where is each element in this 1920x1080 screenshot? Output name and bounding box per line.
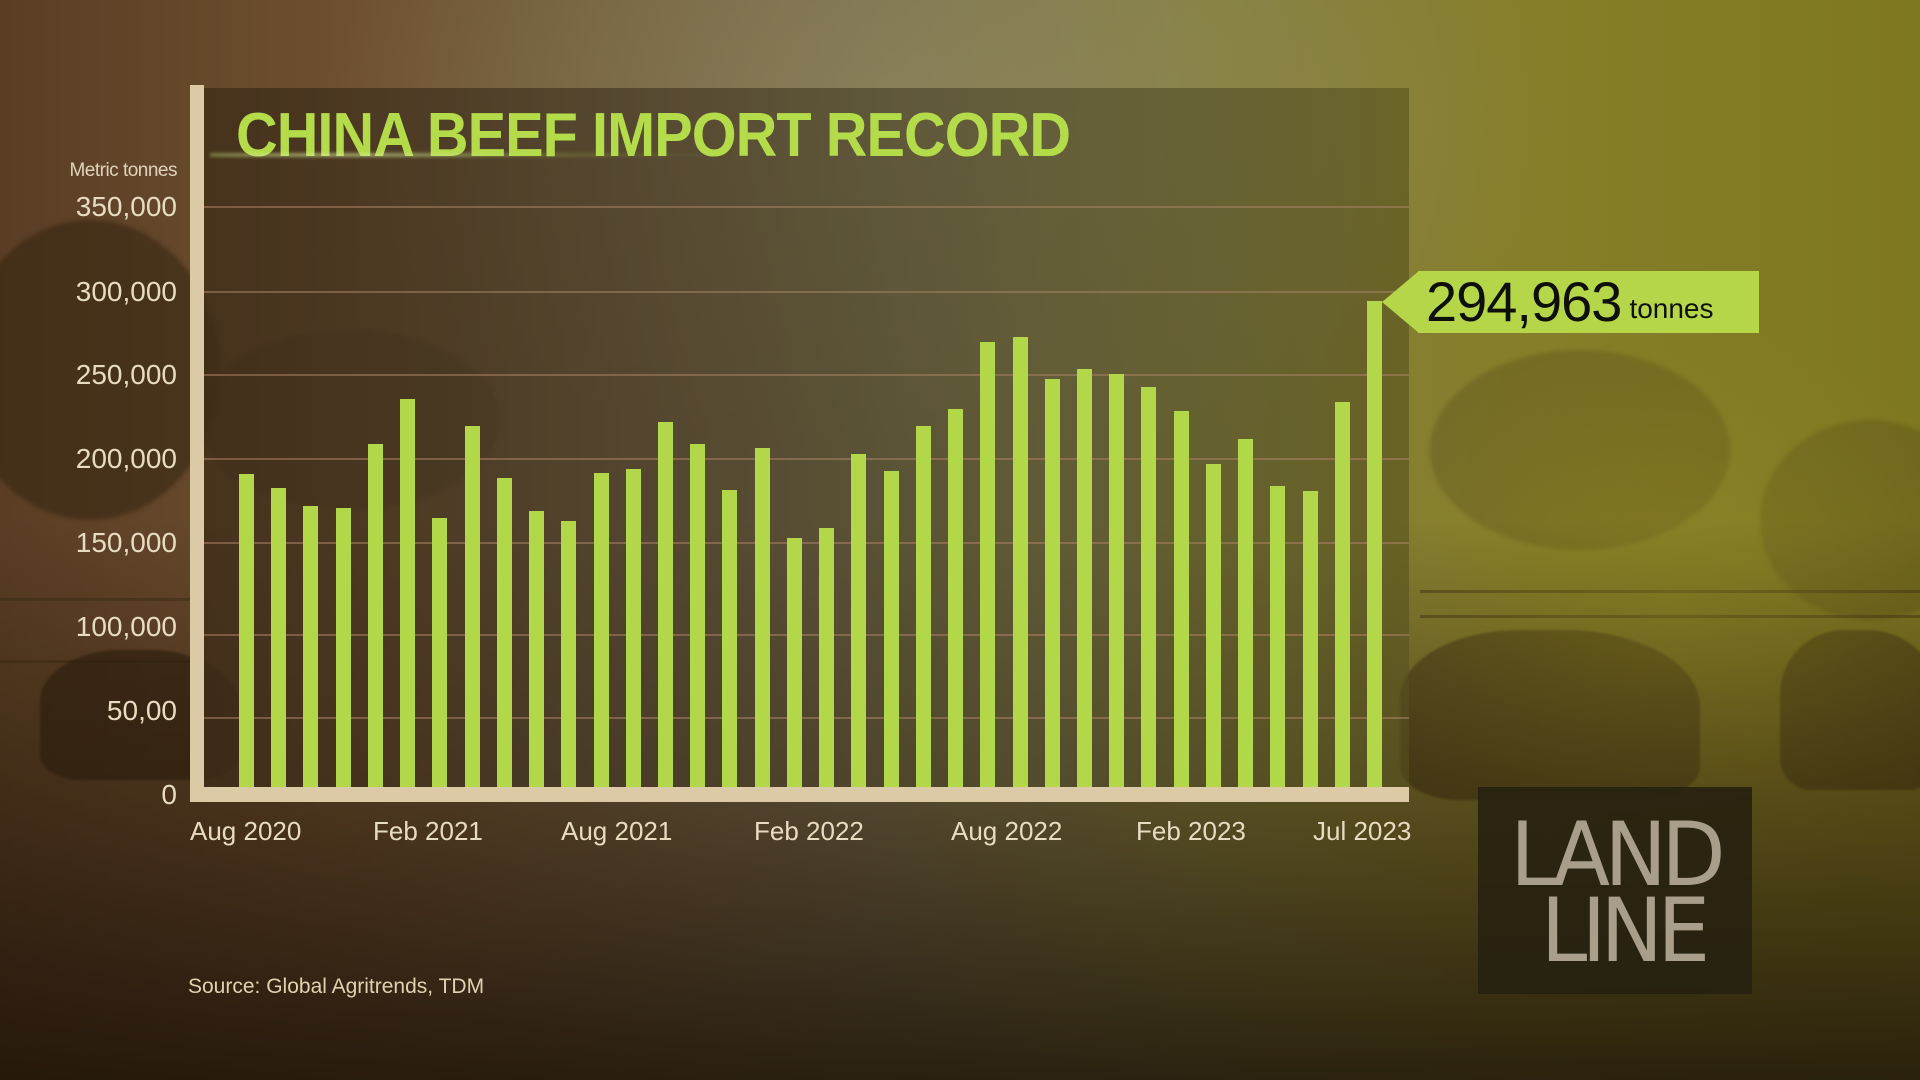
- bar: [1174, 411, 1189, 787]
- title-glow: [210, 152, 730, 158]
- bar: [1270, 486, 1285, 787]
- bar: [787, 538, 802, 787]
- x-tick-label: Feb 2022: [754, 816, 864, 846]
- bar: [465, 426, 480, 787]
- bar: [1303, 491, 1318, 787]
- bar: [1141, 387, 1156, 787]
- x-tick-label: Feb 2023: [1136, 816, 1246, 846]
- y-tick-label: 200,000: [75, 443, 177, 474]
- callout-value: 294,963: [1426, 270, 1622, 333]
- logo-text-line2: LINE: [1540, 879, 1711, 982]
- bar: [980, 342, 995, 787]
- gridline-150000: [204, 542, 1409, 544]
- bar: [1077, 369, 1092, 787]
- bar: [1013, 337, 1028, 787]
- bar: [432, 518, 447, 787]
- bar: [626, 469, 641, 787]
- bar: [1109, 374, 1124, 787]
- bar: [690, 444, 705, 787]
- logo-text-line1: LAND: [1510, 803, 1726, 906]
- bar: [400, 399, 415, 787]
- gridline-50000: [204, 717, 1409, 719]
- gridline-200000: [204, 458, 1409, 460]
- gridline-250000: [204, 374, 1409, 376]
- bar: [529, 511, 544, 787]
- bar: [948, 409, 963, 787]
- gridline-300000: [204, 291, 1409, 293]
- tree-silhouette: [1430, 350, 1730, 550]
- callout-unit: tonnes: [1629, 293, 1714, 324]
- y-tick-label: 100,000: [75, 611, 177, 642]
- bar: [658, 422, 673, 787]
- bar: [884, 471, 899, 787]
- bar: [1238, 439, 1253, 787]
- bar: [916, 426, 931, 787]
- source-note: Source: Global Agritrends, TDM: [188, 975, 485, 998]
- y-tick-label: 50,00: [106, 695, 177, 726]
- y-tick-label: 300,000: [75, 276, 177, 307]
- bar: [594, 473, 609, 787]
- x-tick-label: Feb 2021: [373, 816, 483, 846]
- bar: [271, 488, 286, 787]
- bar: [722, 490, 737, 787]
- y-tick-label: 150,000: [75, 527, 177, 558]
- bar: [819, 528, 834, 787]
- landline-logo: LAND LINE: [1478, 787, 1752, 994]
- y-axis-unit-label: Metric tonnes: [69, 160, 177, 181]
- bar: [755, 448, 770, 787]
- bar: [303, 506, 318, 787]
- y-axis-line: [190, 85, 204, 802]
- bar: [239, 474, 254, 787]
- chart-title: CHINA BEEF IMPORT RECORD: [236, 101, 1071, 170]
- record-value-callout: 294,963 tonnes: [1418, 271, 1759, 333]
- y-tick-label: 0: [161, 779, 177, 810]
- bar: [368, 444, 383, 787]
- callout-arrow-icon: [1382, 271, 1419, 333]
- chart-panel: [204, 88, 1409, 787]
- y-tick-label: 350,000: [75, 191, 177, 222]
- x-axis-line: [190, 787, 1409, 802]
- bar: [336, 508, 351, 787]
- bar: [1045, 379, 1060, 787]
- gridline-100000: [204, 634, 1409, 636]
- bar: [1206, 464, 1221, 787]
- y-tick-label: 250,000: [75, 359, 177, 390]
- bar: [1367, 301, 1382, 787]
- gridline-350000: [204, 206, 1409, 208]
- x-tick-label: Aug 2020: [190, 816, 302, 846]
- bar: [561, 521, 576, 787]
- bar: [497, 478, 512, 787]
- x-tick-label: Aug 2022: [951, 816, 1063, 846]
- bar: [851, 454, 866, 787]
- tree-silhouette: [0, 220, 220, 520]
- x-tick-label: Jul 2023: [1313, 816, 1412, 846]
- bar: [1335, 402, 1350, 787]
- x-tick-label: Aug 2021: [561, 816, 673, 846]
